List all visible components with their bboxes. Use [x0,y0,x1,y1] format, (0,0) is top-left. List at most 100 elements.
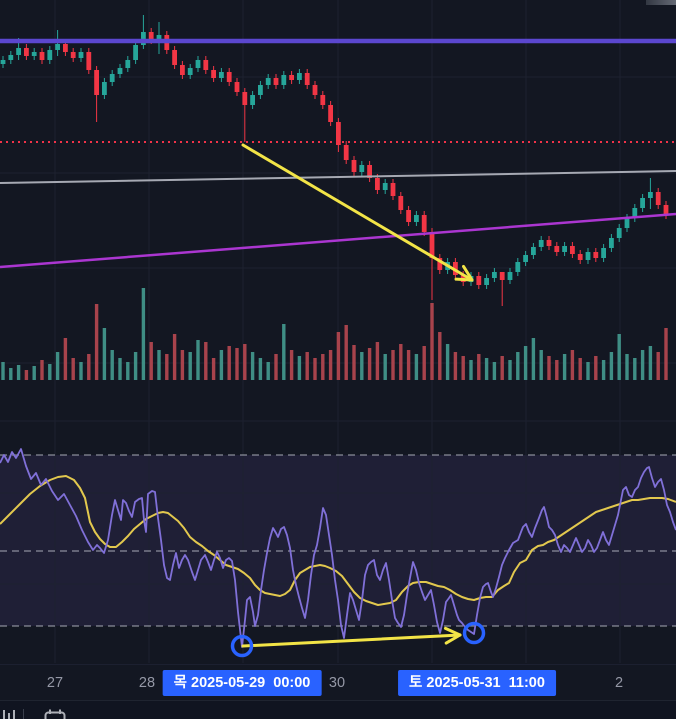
volume-bar [445,344,450,380]
bottom-toolbar [0,700,676,719]
candle-body [632,208,638,218]
candle-body [328,105,333,122]
candle-body [172,50,177,65]
volume-bar [55,352,60,380]
volume-bar [500,356,504,380]
volume-bar [492,362,497,380]
time-tick-label: 30 [328,675,346,691]
candle-body [304,73,310,85]
volume-bar [94,304,99,380]
low-circle-1 [230,634,254,658]
volume-bar [219,350,224,380]
volume-bar [204,342,208,380]
candle-body [515,262,521,272]
volume-bar [48,364,52,380]
volume-bar [321,354,325,380]
volume-bar [414,354,419,380]
volume-bar [453,352,458,380]
candle-body [156,35,162,40]
date-range-icon[interactable] [44,709,66,719]
candle-body [24,48,29,56]
volume-bar [250,352,255,380]
volume-bar [235,348,239,380]
candle-body [390,183,396,196]
volume-bar [266,362,270,380]
volume-bar [87,354,91,380]
candle-body [195,60,201,68]
candle-body [180,65,185,75]
volume-bar [336,332,341,380]
magenta-trendline [0,212,676,269]
candle-body [577,254,583,260]
candle-body [70,52,76,58]
volume-bar [586,362,590,380]
candle-body [421,215,427,232]
candle-body [538,240,544,247]
chart-style-icon[interactable] [2,708,22,719]
candle-body [429,232,435,258]
candle-body [109,74,115,82]
volume-bar [648,346,653,380]
candle-body [63,44,68,52]
volume-bar [328,350,333,380]
volume-bar [71,358,75,380]
candle-body [211,70,216,78]
candle-body [102,82,107,95]
volume-bar [625,354,629,380]
volume-bar [344,325,348,380]
volume-bar [289,350,294,380]
candle-body [343,145,349,160]
volume-bar [539,350,543,380]
candle-body [624,218,630,228]
candle-body [86,52,92,70]
candle-body [265,78,271,85]
volume-bar [32,366,36,380]
candle-body [94,70,99,95]
candle-body [554,246,560,252]
candle-body [359,165,365,172]
volume-bar [383,354,387,380]
candle-body [507,272,513,280]
volume-bar [172,334,177,380]
candle-body [476,276,482,285]
candle-body [499,272,505,280]
candle-body [148,32,154,40]
volume-bar [422,346,426,380]
candle-body [297,73,302,80]
candle-body [125,60,131,68]
time-tick-label: 27 [46,675,64,691]
candle-body [281,75,287,85]
volume-bar [555,360,559,380]
volume-bar [180,350,185,380]
time-tick-label: 2 [614,675,624,691]
time-marker-badge[interactable]: 목 2025-05-29 00:00 [162,670,322,696]
candle-body [616,228,622,238]
volume-bar [110,350,114,380]
candle-body [351,160,357,172]
candle-body [648,192,653,198]
time-tick-label: 28 [138,675,156,691]
candle-body [375,178,380,190]
time-marker-badge[interactable]: 토 2025-05-31 11:00 [398,670,556,696]
volume-bar [406,350,411,380]
candle-body [250,95,255,105]
volume-bar [523,346,528,380]
candle-body [367,165,372,178]
time-axis[interactable]: 27 28 30 2 목 2025-05-29 00:00 토 2025-05-31 11… [0,664,676,701]
volume-bar [367,348,372,380]
volume-bar [274,354,278,380]
candle-body [219,72,224,78]
volume-bar [656,352,660,380]
candle-body [16,48,21,55]
volume-bar [102,328,107,380]
candle-body [484,278,489,285]
volume-bar [601,360,606,380]
volume-bar [508,360,512,380]
volume-bar [360,352,364,380]
candle-body [320,95,326,105]
volume-bar [547,356,551,380]
volume-bar [531,338,536,380]
gray-trendline [0,170,676,184]
